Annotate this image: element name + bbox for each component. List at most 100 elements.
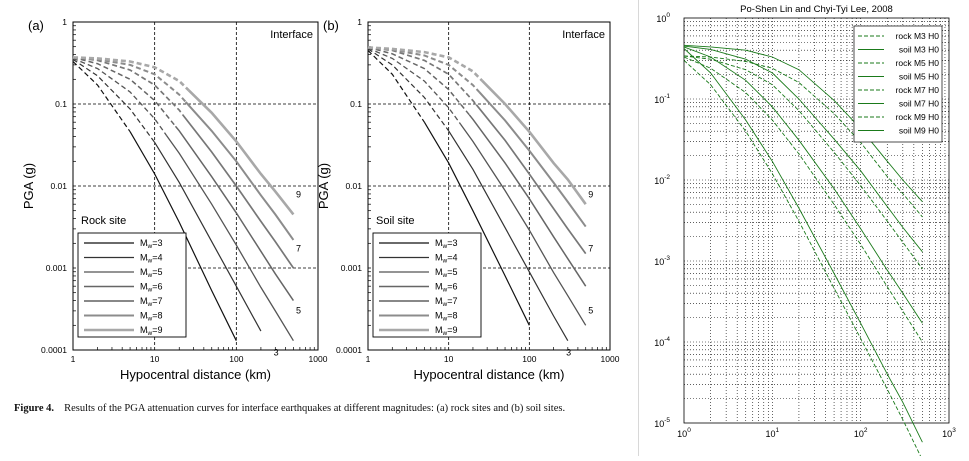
right-y-tick-label: 10-1 <box>654 93 670 105</box>
right-curve-rock-M7-H0 <box>683 55 923 270</box>
panel-b-curve-dashed-Mw=6 <box>367 46 470 116</box>
panel-b-curve-solid-Mw=7 <box>475 104 587 255</box>
panel-b-legend-entry-2: Mw=5 <box>435 267 457 279</box>
panel-a-group: 1 10 100 1000 1 0.1 0.01 0.001 0.0001 Hypocentral… <box>21 17 328 382</box>
right-plot-title: Po-Shen Lin and Chyi-Tyi Lee, 2008 <box>740 4 893 15</box>
figure-4-svg: 1 10 100 1000 1 0.1 0.01 0.001 0.0001 Hypocentral… <box>21 17 620 382</box>
plot-window: Po-Shen Lin and Chyi-Tyi Lee, 2008 100 10-… <box>638 0 969 461</box>
panel-b-curve-solid-Mw=8 <box>478 91 587 228</box>
right-legend-entry-3: soil M5 H0 <box>899 72 939 82</box>
panel-b-legend-entry-4: Mw=7 <box>435 296 457 308</box>
right-x-tick-label: 101 <box>766 427 780 439</box>
panel-b-site-label: Soil site <box>376 215 415 227</box>
comparison-plot-svg: Po-Shen Lin and Chyi-Tyi Lee, 2008 100 10-… <box>654 4 956 461</box>
panel-a-legend-entry-6: Mw=9 <box>140 325 162 337</box>
right-curve-rock-M5-H0 <box>683 56 923 343</box>
right-legend-entry-4: rock M7 H0 <box>896 85 940 95</box>
panel-a-curve-solid-Mw=5 <box>166 135 294 342</box>
right-y-tick-label: 10-5 <box>654 417 670 429</box>
panel-b-curve-solid-Mw=3 <box>423 121 530 326</box>
right-legend-entry-6: rock M9 H0 <box>896 112 940 122</box>
panel-b-curve-solid-Mw=9 <box>481 79 587 205</box>
right-y-tick-label: 100 <box>656 12 670 24</box>
panel-a-curve-dashed-Mw=5 <box>72 57 168 136</box>
panel-a-curve-dashed-Mw=9 <box>72 56 190 92</box>
panel-a-curve-solid-Mw=4 <box>154 142 262 332</box>
panel-b-y-axis-label: PGA (g) <box>316 163 331 209</box>
panel-b-x-tick-label: 100 <box>522 354 536 364</box>
panel-a-y-tick-label: 0.001 <box>46 263 68 273</box>
panel-b-interface-label: Interface <box>562 29 605 41</box>
panel-b-curve-end-label: 7 <box>588 243 593 253</box>
panel-a-interface-label: Interface <box>270 29 313 41</box>
panel-a-curve-end-label: 9 <box>296 190 301 200</box>
panel-b-curve-solid-Mw=6 <box>468 114 587 287</box>
panel-a-legend-entry-2: Mw=5 <box>140 267 162 279</box>
panel-a-curve-solid-Mw=9 <box>187 89 295 216</box>
panel-b-curve-dashed-Mw=7 <box>367 46 477 106</box>
panel-b-y-tick-label: 0.001 <box>341 263 363 273</box>
right-legend-entry-1: soil M3 H0 <box>899 45 939 55</box>
right-curve-soil-M3-H0 <box>683 48 923 443</box>
panel-b-legend-entry-1: Mw=4 <box>435 253 457 265</box>
right-curve-rock-M3-H0 <box>683 60 923 461</box>
panel-a-curve-solid-Mw=6 <box>174 125 295 302</box>
panel-a-x-tick-label: 10 <box>150 354 160 364</box>
right-legend-entry-7: soil M9 H0 <box>899 126 939 136</box>
panel-a-curve-solid-Mw=8 <box>184 101 295 241</box>
panel-b-panel-letter: (b) <box>323 18 339 33</box>
panel-a-legend-entry-1: Mw=4 <box>140 253 162 265</box>
caption-text: Results of the PGA attenuation curves fo… <box>64 403 566 414</box>
panel-a-x-tick-label: 1000 <box>309 354 328 364</box>
panel-b-curve-dashed-Mw=4 <box>367 48 450 132</box>
right-legend-entry-5: soil M7 H0 <box>899 99 939 109</box>
panel-a-y-tick-label: 1 <box>62 17 67 27</box>
panel-a-x-axis-label: Hypocentral distance (km) <box>120 367 271 382</box>
panel-a-curve-solid-Mw=3 <box>129 131 237 341</box>
right-x-tick-label: 102 <box>854 427 868 439</box>
panel-b-y-tick-label: 0.1 <box>350 99 362 109</box>
panel-b-legend-entry-0: Mw=3 <box>435 238 457 250</box>
panel-b-y-tick-label: 0.0001 <box>336 345 362 355</box>
panel-b-y-tick-label: 0.01 <box>345 181 362 191</box>
right-x-tick-label: 103 <box>942 427 956 439</box>
panel-b-curve-end-label: 5 <box>588 305 593 315</box>
panel-a-curve-dashed-Mw=4 <box>72 58 156 143</box>
panel-b-curve-solid-Mw=4 <box>448 130 569 341</box>
panel-b-curve-dashed-Mw=9 <box>367 46 484 82</box>
panel-b-curve-end-label: 9 <box>588 190 593 200</box>
panel-a-x-tick-label: 100 <box>229 354 243 364</box>
panel-a-legend-entry-4: Mw=7 <box>140 296 162 308</box>
panel-b-x-tick-label: 1000 <box>601 354 620 364</box>
panel-a-curve-dashed-Mw=6 <box>72 56 177 127</box>
panel-a-legend-entry-5: Mw=8 <box>140 311 162 323</box>
panel-b-x-tick-label: 1 <box>366 354 371 364</box>
panel-b-curve-dashed-Mw=8 <box>367 46 481 93</box>
panel-b-legend-entry-6: Mw=9 <box>435 325 457 337</box>
panel-a-y-tick-label: 0.0001 <box>41 345 67 355</box>
right-curve-rock-M9-H0 <box>683 55 923 218</box>
panel-a-y-tick-label: 0.01 <box>50 181 67 191</box>
caption-label: Figure 4. <box>14 403 55 414</box>
panel-a-y-axis-label: PGA (g) <box>21 163 36 209</box>
panel-a-legend-box <box>77 232 187 338</box>
right-legend-box <box>853 25 943 143</box>
panel-b-x-tick-label: 10 <box>444 354 454 364</box>
panel-a-curve-dashed-Mw=3 <box>72 61 131 133</box>
panel-a-y-tick-label: 0.1 <box>55 99 67 109</box>
right-y-tick-label: 10-2 <box>654 174 670 186</box>
panel-b-curve-dashed-Mw=3 <box>367 49 425 123</box>
panel-a-legend-entry-0: Mw=3 <box>140 238 162 250</box>
right-curve-soil-M5-H0 <box>683 46 923 324</box>
panel-b-group: 1 10 100 1000 1 0.1 0.01 0.001 0.0001 Hypocentral… <box>316 17 620 382</box>
right-curve-soil-M7-H0 <box>683 45 923 253</box>
panel-a-curve-end-label: 3 <box>274 347 279 357</box>
panel-a-x-tick-label: 1 <box>71 354 76 364</box>
panel-b-y-tick-label: 1 <box>357 17 362 27</box>
right-x-tick-label: 100 <box>677 427 691 439</box>
panel-b-x-axis-label: Hypocentral distance (km) <box>414 367 565 382</box>
panel-b-curve-solid-Mw=5 <box>459 123 587 326</box>
panel-a-curve-end-label: 5 <box>296 305 301 315</box>
panel-b-legend-entry-5: Mw=8 <box>435 311 457 323</box>
panel-b-legend-entry-3: Mw=6 <box>435 282 457 294</box>
